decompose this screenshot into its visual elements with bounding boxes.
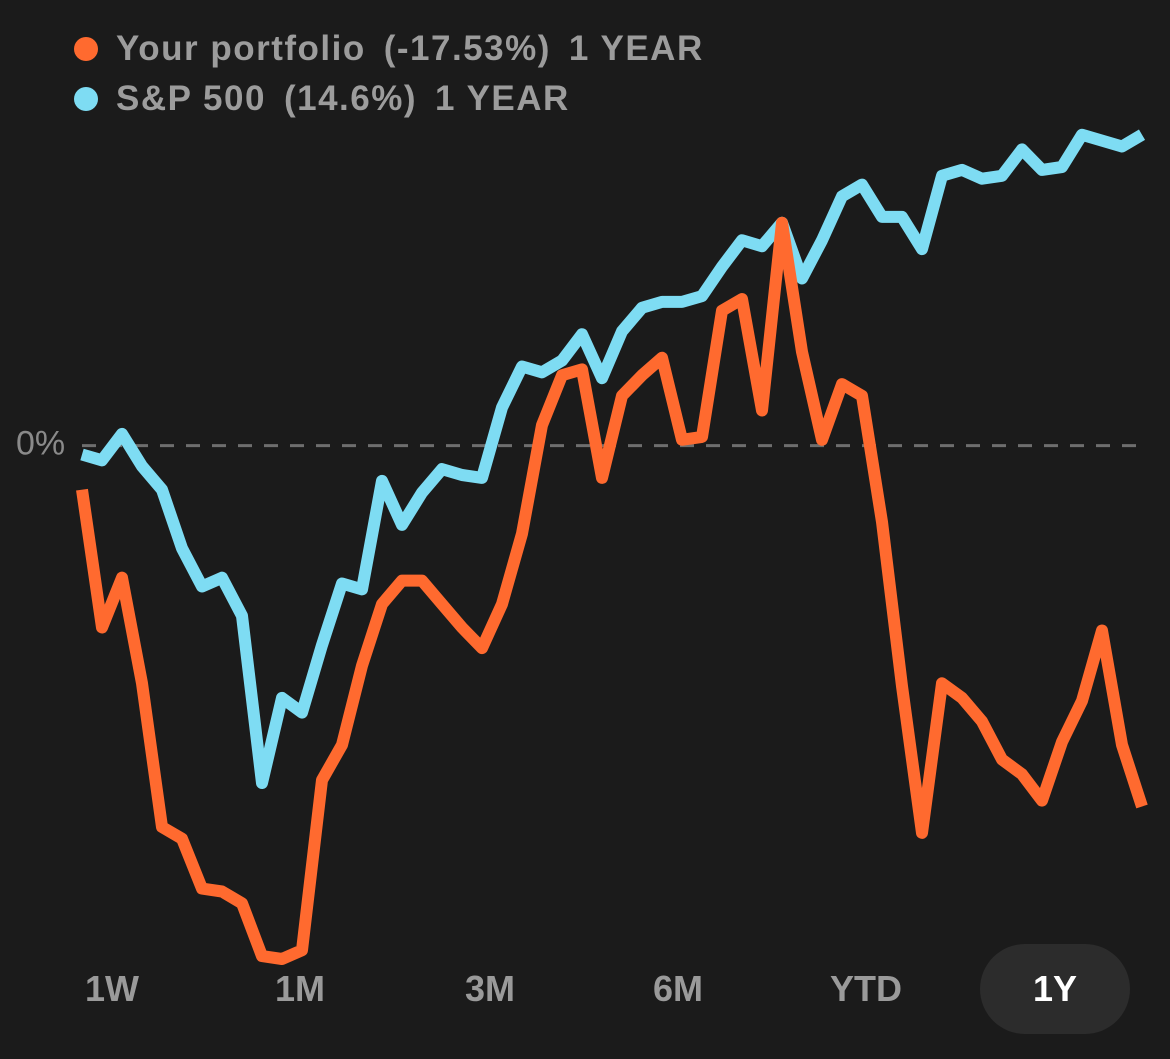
- timeframe-ytd-button[interactable]: YTD: [830, 968, 902, 1009]
- timeframe-1m-button[interactable]: 1M: [274, 968, 325, 1009]
- legend-item-benchmark: S&P 500 (14.6%) 1 YEAR: [74, 74, 704, 124]
- chart-legend: Your portfolio (-17.53%) 1 YEAR S&P 500 …: [74, 24, 704, 124]
- timeframe-3m-button[interactable]: 3M: [464, 968, 515, 1009]
- legend-portfolio-period: 1 YEAR: [568, 29, 704, 68]
- portfolio-legend-dot: [74, 37, 98, 61]
- timeframe-1w-button[interactable]: 1W: [85, 968, 139, 1009]
- legend-benchmark-period: 1 YEAR: [435, 79, 570, 118]
- timeframe-selector: 1W 1M 3M 6M YTD 1Y: [0, 944, 1170, 1034]
- legend-portfolio-change: (-17.53%): [383, 29, 551, 68]
- timeframe-6m-button[interactable]: 6M: [652, 968, 703, 1009]
- timeframe-1y-button[interactable]: 1Y: [980, 944, 1130, 1034]
- benchmark-series-line: [80, 128, 1146, 789]
- legend-portfolio-name: Your portfolio: [116, 29, 366, 68]
- benchmark-legend-dot: [74, 87, 98, 111]
- portfolio-series-line: [76, 216, 1148, 965]
- legend-benchmark-change: (14.6%): [283, 79, 418, 118]
- baseline-label: 0%: [16, 425, 65, 463]
- legend-benchmark-name: S&P 500: [116, 79, 266, 118]
- legend-item-portfolio: Your portfolio (-17.53%) 1 YEAR: [74, 24, 704, 74]
